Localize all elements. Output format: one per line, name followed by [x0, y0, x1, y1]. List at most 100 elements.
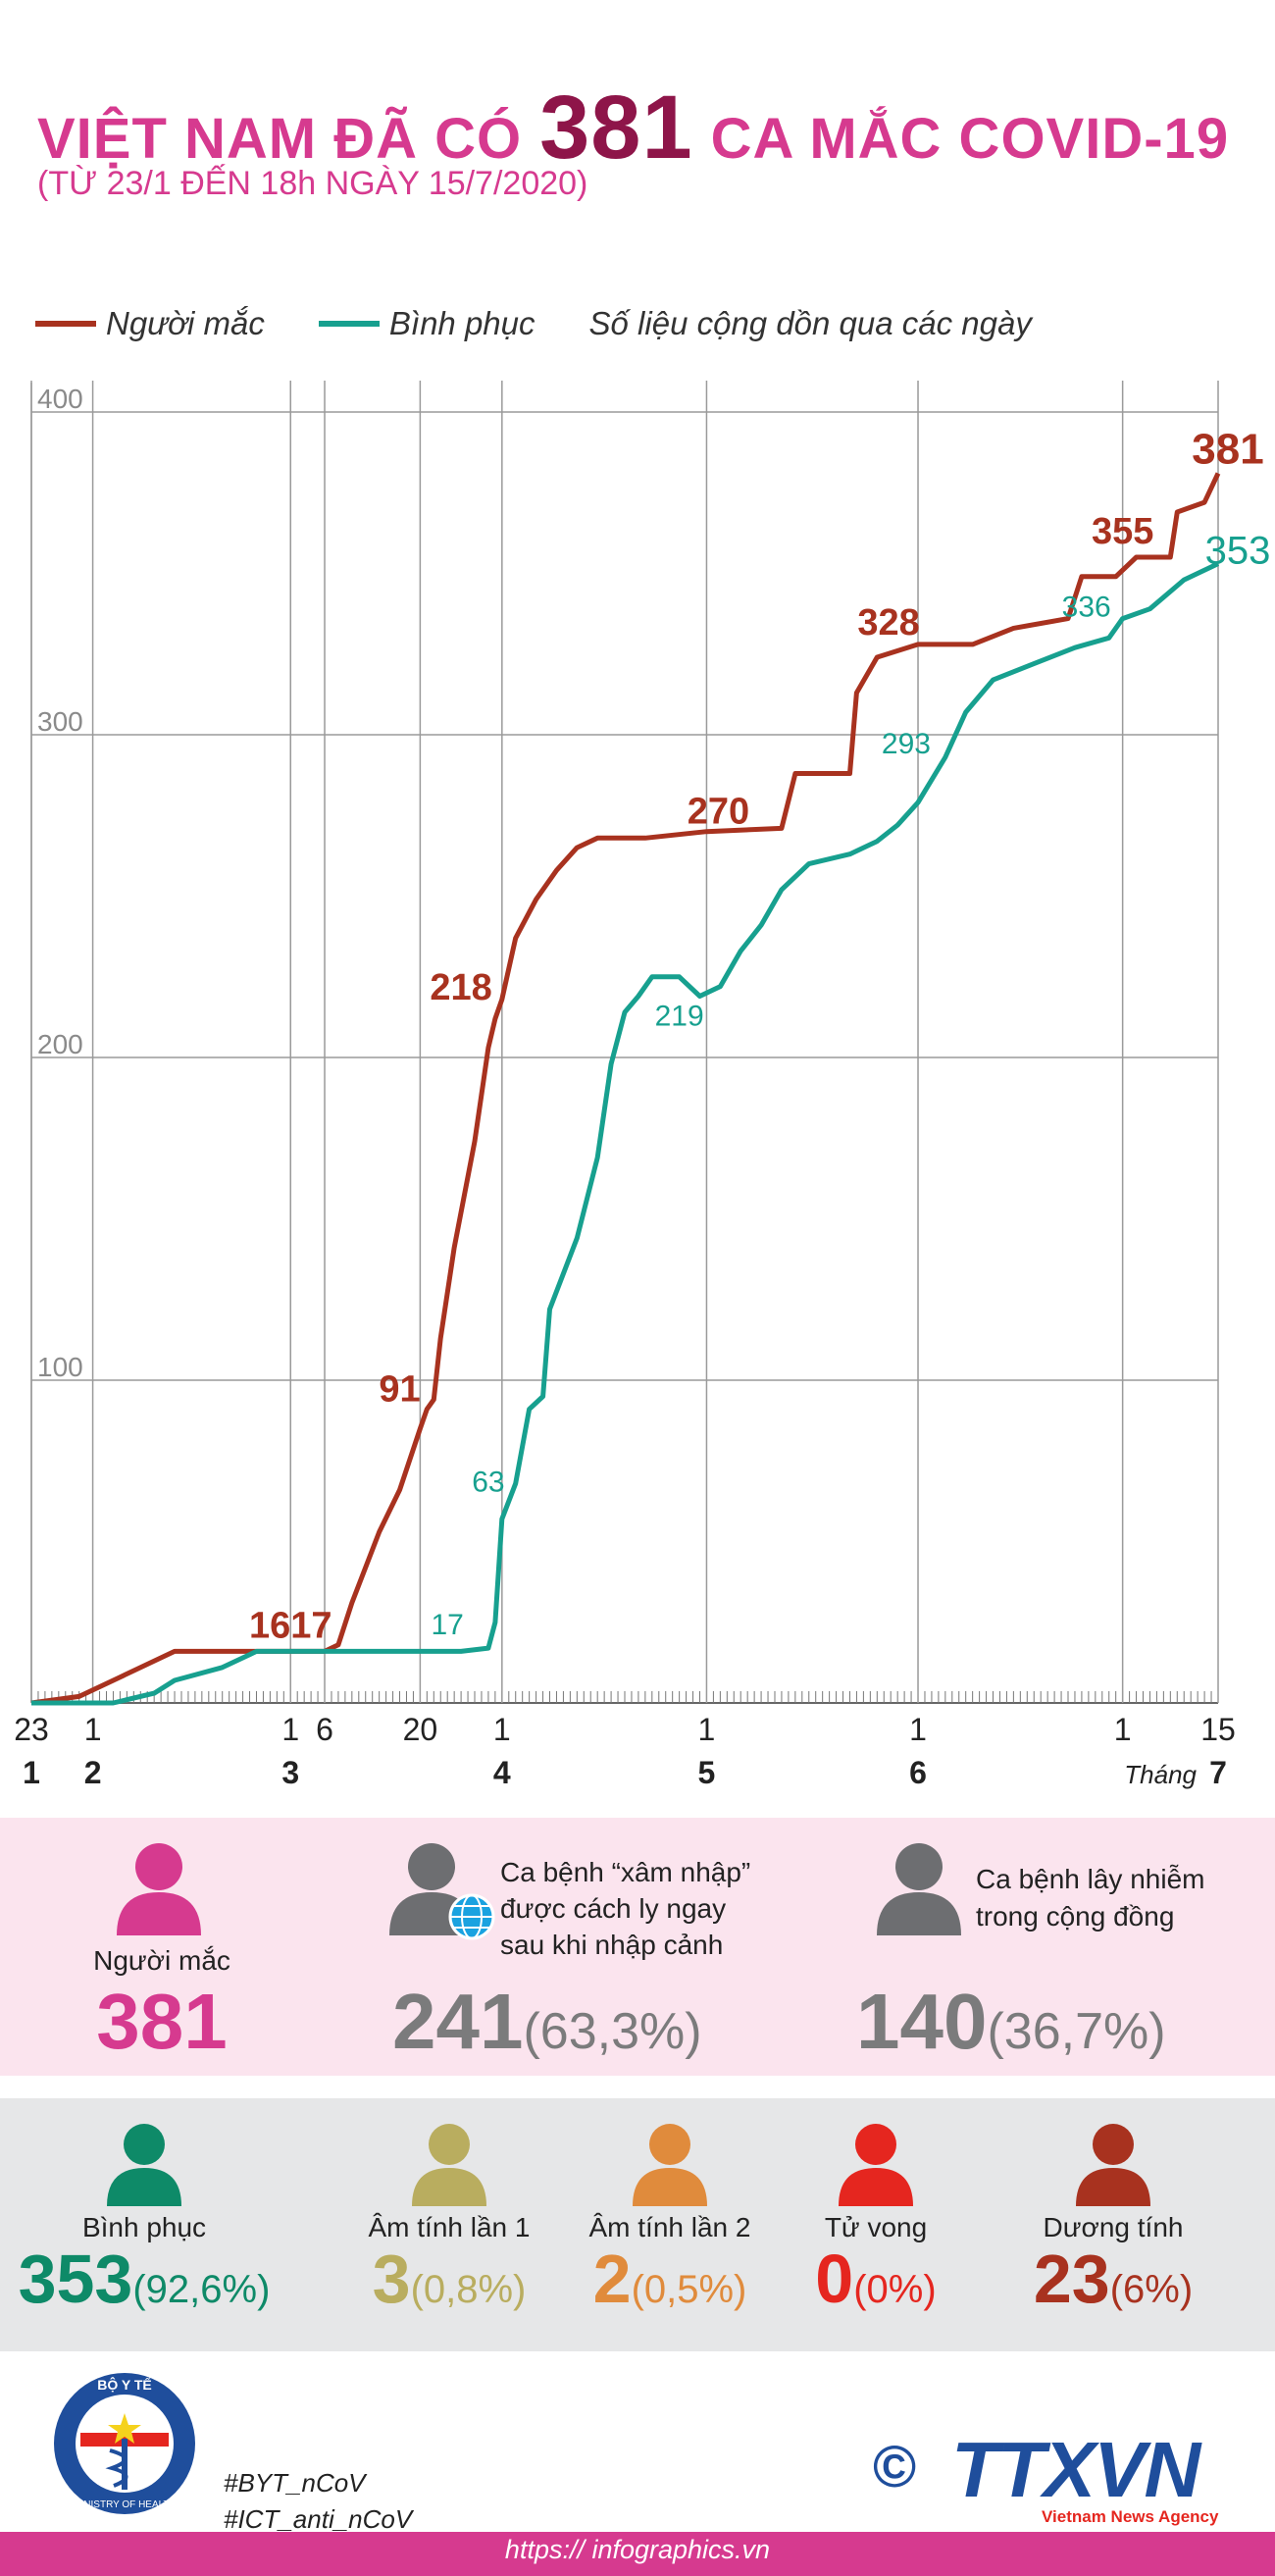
infected-data-label: 355	[1092, 511, 1153, 552]
status-value-pct: (6%)	[1109, 2268, 1194, 2311]
community-label-line2: trong cộng đồng	[976, 1901, 1175, 1932]
ministry-of-health-logo: BỘ Y TẾ MINISTRY OF HEALTH	[54, 2373, 195, 2514]
status-value-number: 23	[1033, 2241, 1110, 2317]
imported-label-line1: Ca bệnh “xâm nhập”	[500, 1857, 751, 1887]
status-value: 2(0,5%)	[542, 2240, 797, 2318]
infected-data-label: 381	[1192, 426, 1263, 474]
status-value-pct: (0%)	[853, 2268, 937, 2311]
chart-data-labels: 1617 91 218 270 328 355 381 17 63 219 293 336 353	[249, 426, 1270, 1647]
chart-series	[30, 472, 1221, 1706]
imported-value-pct: (63,3%)	[523, 2003, 702, 2060]
page-subtitle: (TỪ 23/1 ĐẾN 18h NGÀY 15/7/2020)	[37, 165, 588, 202]
x-tick-day-label: 1	[909, 1712, 927, 1747]
legend-item-infected: Người mắc	[35, 305, 265, 342]
status-label: Bình phục	[81, 2212, 207, 2242]
x-tick-day-label: 6	[316, 1712, 333, 1747]
infected-data-label: 1617	[249, 1605, 332, 1646]
imported-value-number: 241	[392, 1978, 524, 2065]
copyright-icon: ©	[873, 2434, 917, 2499]
infected-data-label: 270	[688, 792, 749, 833]
x-tick-day-label: 1	[281, 1712, 299, 1747]
x-tick-day-label: 1	[493, 1712, 511, 1747]
status-value-number: 353	[18, 2241, 133, 2317]
x-tick-month-label: 3	[281, 1755, 299, 1790]
y-tick-label: 200	[37, 1029, 83, 1059]
x-tick-day-label: 15	[1200, 1712, 1236, 1747]
status-value: 23(6%)	[986, 2240, 1241, 2318]
x-month-word: Tháng	[1124, 1760, 1197, 1789]
person-icon-infected	[117, 1843, 201, 1935]
imported-label-line2: được cách ly ngay	[500, 1893, 727, 1924]
x-tick-day-label: 1	[1114, 1712, 1132, 1747]
chart-grid	[30, 381, 1219, 1704]
legend-label-recovered: Bình phục	[388, 305, 536, 341]
x-tick-day-label: 1	[84, 1712, 102, 1747]
infected-data-label: 328	[857, 602, 919, 644]
recovered-data-label: 293	[882, 728, 931, 760]
imported-cases-value: 241(63,3%)	[392, 1977, 702, 2067]
title-part1: VIỆT NAM ĐÃ CÓ	[37, 107, 523, 171]
logo-bottom-text: MINISTRY OF HEALTH	[73, 2499, 177, 2510]
hashtag-byt: #BYT_nCoV	[224, 2468, 366, 2498]
x-tick-month-label: 4	[493, 1755, 511, 1790]
y-tick-label: 100	[37, 1352, 83, 1382]
community-value-pct: (36,7%)	[987, 2003, 1166, 2060]
x-tick-month-label: 5	[698, 1755, 716, 1790]
x-tick-month-label: 6	[909, 1755, 927, 1790]
recovered-data-label: 336	[1062, 592, 1111, 624]
status-label: Âm tính lần 2	[588, 2212, 751, 2242]
status-value: 353(92,6%)	[17, 2240, 272, 2318]
recovered-data-label: 17	[432, 1609, 464, 1641]
x-tick-day-label: 1	[698, 1712, 716, 1747]
infected-summary-band	[0, 1818, 1275, 2076]
legend-label-infected: Người mắc	[106, 305, 265, 341]
status-label: Tử vong	[824, 2212, 928, 2242]
status-label: Âm tính lần 1	[368, 2212, 531, 2242]
infected-line	[30, 472, 1221, 1706]
status-value-number: 0	[815, 2241, 854, 2317]
legend-swatch-recovered	[318, 321, 380, 327]
recovered-data-label: 219	[655, 1000, 704, 1032]
footer-url[interactable]: https:// infographics.vn	[504, 2535, 771, 2564]
legend-note-text: Số liệu cộng dồn qua các ngày	[588, 305, 1032, 341]
status-value-number: 3	[372, 2241, 411, 2317]
status-person-icon	[1074, 2122, 1152, 2211]
status-label: Dương tính	[1043, 2212, 1184, 2242]
chart-legend: Người mắc Bình phục Số liệu cộng dồn qua…	[35, 299, 1086, 348]
x-tick-month-label: 2	[84, 1755, 102, 1790]
infected-total-label: Người mắc	[93, 1945, 230, 1976]
status-summary-band	[0, 2098, 1275, 2351]
legend-note: Số liệu cộng dồn qua các ngày	[589, 305, 1032, 342]
imported-label-line3: sau khi nhập cảnh	[500, 1930, 724, 1960]
y-tick-label: 300	[37, 706, 83, 737]
y-axis: 100 200 300 400	[37, 384, 83, 1382]
status-value: 3(0,8%)	[322, 2240, 577, 2318]
hashtag-ict: #ICT_anti_nCoV	[224, 2504, 413, 2534]
legend-item-recovered: Bình phục	[318, 305, 536, 342]
infected-data-label: 218	[430, 967, 491, 1008]
footer-bar	[0, 2532, 1275, 2576]
status-person-icon	[631, 2122, 709, 2211]
legend-swatch-infected	[35, 321, 96, 327]
ttxvn-subtitle: Vietnam News Agency	[1042, 2507, 1219, 2526]
community-cases-label: Ca bệnh lây nhiễm trong cộng đồng	[976, 1861, 1204, 1935]
x-tick-day-label: 23	[14, 1712, 49, 1747]
recovered-data-label: 63	[472, 1467, 504, 1499]
infected-total-value: 381	[96, 1978, 228, 2065]
title-number: 381	[539, 77, 693, 178]
community-value-number: 140	[856, 1978, 988, 2065]
imported-cases-label: Ca bệnh “xâm nhập” được cách ly ngay sau…	[500, 1854, 750, 1963]
status-value: 0(0%)	[748, 2240, 1003, 2318]
infected-data-label: 91	[379, 1369, 420, 1411]
status-value-pct: (0,5%)	[631, 2268, 747, 2311]
page-title: VIỆT NAM ĐÃ CÓ 381 CA MẮC COVID-19	[37, 77, 1229, 180]
status-value-number: 2	[592, 2241, 632, 2317]
x-tick-day-label: 20	[403, 1712, 438, 1747]
community-cases-value: 140(36,7%)	[856, 1977, 1166, 2067]
x-tick-month-label: 7	[1209, 1755, 1227, 1790]
y-tick-label: 400	[37, 384, 83, 414]
status-person-icon	[105, 2122, 183, 2211]
logo-top-text: BỘ Y TẾ	[97, 2376, 152, 2393]
